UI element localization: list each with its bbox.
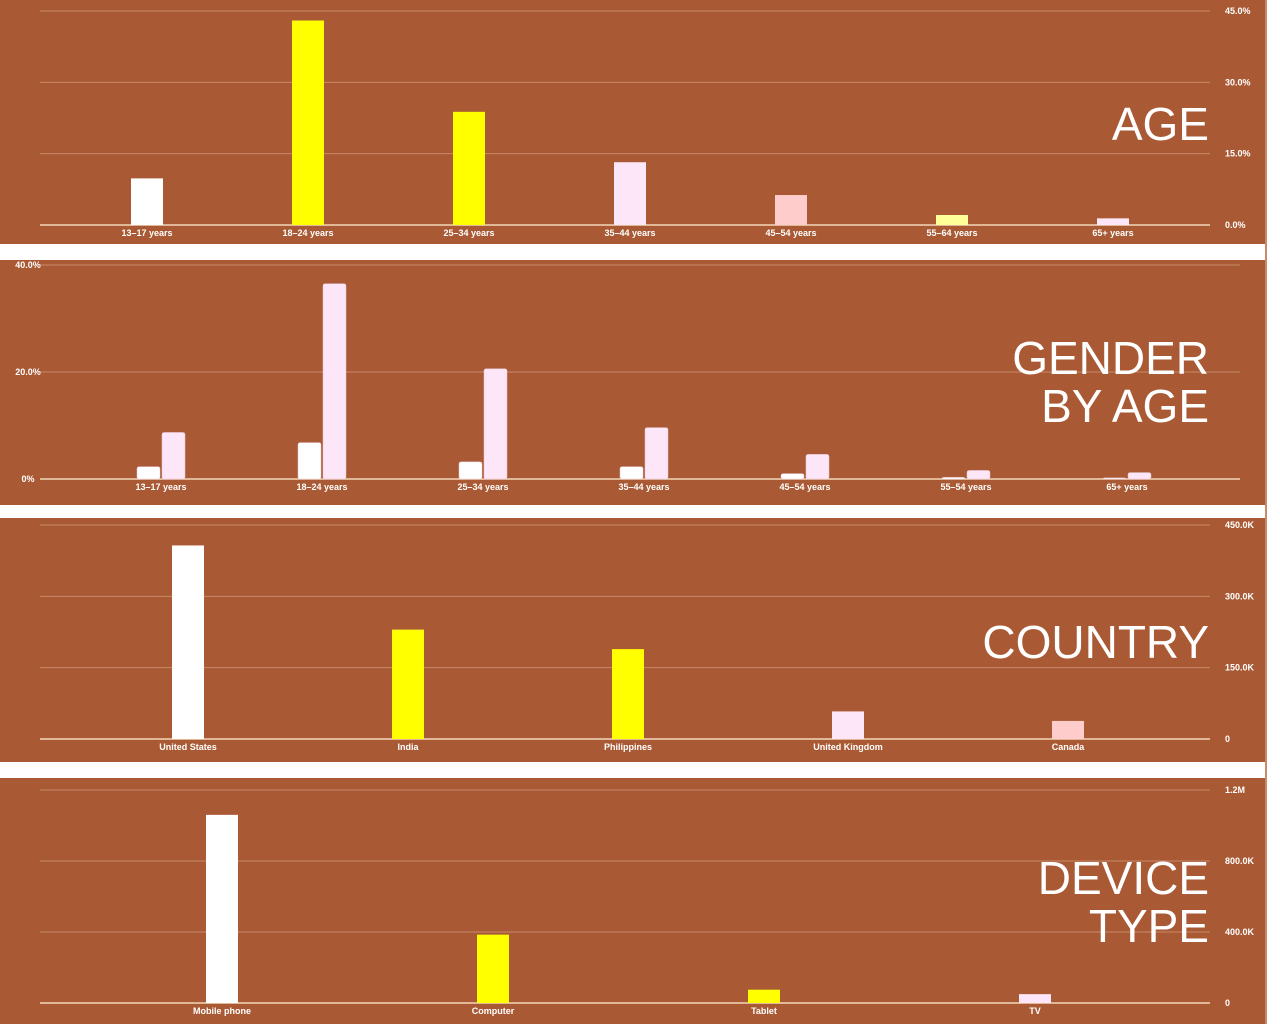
x-tick-label: Computer xyxy=(472,1006,515,1016)
bar xyxy=(644,427,669,480)
x-tick-label: India xyxy=(397,742,419,752)
bar xyxy=(1019,994,1051,1003)
y-tick-label: 800.0K xyxy=(1225,856,1255,866)
bar xyxy=(477,934,509,1003)
bar xyxy=(936,215,968,225)
bar xyxy=(1097,218,1129,225)
x-tick-label: 65+ years xyxy=(1092,228,1133,238)
y-tick-label: 0 xyxy=(1225,998,1230,1008)
x-tick-label: United Kingdom xyxy=(813,742,883,752)
bar xyxy=(136,466,161,480)
x-tick-label: 25–34 years xyxy=(443,228,494,238)
device-type-chart: 0 400.0K 800.0K 1.2M Mobile phone Computer Tab… xyxy=(40,785,1255,1016)
bar xyxy=(1102,477,1127,480)
gender-by-age-panel: 0% 20.0% 40.0% 13–17 years 18–24 years 25–34 … xyxy=(0,260,1265,505)
x-tick-label: Philippines xyxy=(604,742,652,752)
x-tick-label: Canada xyxy=(1052,742,1086,752)
x-tick-label: United States xyxy=(159,742,217,752)
x-tick-label: 55–64 years xyxy=(926,228,977,238)
bar xyxy=(322,283,347,480)
y-tick-label: 450.0K xyxy=(1225,520,1255,530)
y-tick-label: 30.0% xyxy=(1225,77,1251,87)
x-tick-label: 25–34 years xyxy=(457,482,508,492)
y-tick-label: 45.0% xyxy=(1225,6,1251,16)
x-tick-label: 13–17 years xyxy=(121,228,172,238)
bar xyxy=(392,629,424,739)
bar xyxy=(172,545,204,739)
y-tick-label: 0.0% xyxy=(1225,220,1246,230)
age-chart: 0.0% 15.0% 30.0% 45.0% 13–17 years 18–24 year… xyxy=(40,6,1251,238)
device-type-title: DEVICE TYPE xyxy=(1037,852,1209,952)
country-chart: 0 150.0K 300.0K 450.0K United States India Phi… xyxy=(40,520,1255,752)
x-tick-label: Mobile phone xyxy=(193,1006,251,1016)
bar xyxy=(161,432,186,480)
bar xyxy=(206,814,238,1003)
y-tick-label: 400.0K xyxy=(1225,927,1255,937)
country-panel: 0 150.0K 300.0K 450.0K United States India Phi… xyxy=(0,518,1265,762)
bar xyxy=(1052,720,1084,739)
bar xyxy=(619,466,644,480)
right-edge-line xyxy=(1265,0,1267,1024)
bar xyxy=(292,20,324,226)
y-tick-label: 15.0% xyxy=(1225,149,1251,159)
x-tick-label: 13–17 years xyxy=(135,482,186,492)
bar xyxy=(483,368,508,480)
gender-by-age-title: GENDER BY AGE xyxy=(1012,332,1209,432)
y-tick-label: 40.0% xyxy=(15,260,41,270)
bar xyxy=(832,711,864,739)
device-type-panel: 0 400.0K 800.0K 1.2M Mobile phone Computer Tab… xyxy=(0,778,1265,1024)
y-tick-label: 20.0% xyxy=(15,367,41,377)
bar xyxy=(614,162,646,225)
y-tick-label: 300.0K xyxy=(1225,591,1255,601)
bar xyxy=(941,477,966,480)
bar xyxy=(775,195,807,225)
x-tick-label: 18–24 years xyxy=(296,482,347,492)
country-title: COUNTRY xyxy=(982,616,1209,668)
x-tick-label: Tablet xyxy=(751,1006,777,1016)
y-tick-label: 150.0K xyxy=(1225,663,1255,673)
age-title: AGE xyxy=(1111,98,1209,150)
y-tick-label: 0 xyxy=(1225,734,1230,744)
bar xyxy=(612,649,644,739)
bar xyxy=(1127,472,1152,480)
bar xyxy=(748,989,780,1003)
y-tick-label: 1.2M xyxy=(1225,785,1245,795)
x-tick-label: 45–54 years xyxy=(779,482,830,492)
bar xyxy=(297,442,322,480)
bar xyxy=(458,461,483,480)
y-tick-label: 0% xyxy=(21,474,34,484)
gender-by-age-chart: 0% 20.0% 40.0% 13–17 years 18–24 years 25–34 … xyxy=(15,260,1240,492)
x-tick-label: 35–44 years xyxy=(604,228,655,238)
x-tick-label: 18–24 years xyxy=(282,228,333,238)
x-tick-label: TV xyxy=(1029,1006,1041,1016)
bar xyxy=(453,111,485,225)
x-tick-label: 55–54 years xyxy=(940,482,991,492)
bar xyxy=(131,178,163,225)
bar xyxy=(780,473,805,480)
x-tick-label: 65+ years xyxy=(1106,482,1147,492)
age-panel: 0.0% 15.0% 30.0% 45.0% 13–17 years 18–24 year… xyxy=(0,0,1265,244)
x-tick-label: 35–44 years xyxy=(618,482,669,492)
bar xyxy=(805,454,830,480)
x-tick-label: 45–54 years xyxy=(765,228,816,238)
bar xyxy=(966,470,991,480)
